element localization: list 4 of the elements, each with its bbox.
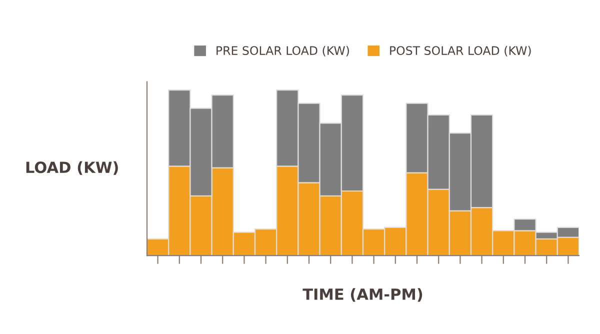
y-axis-title: LOAD (KW) [26,161,118,175]
legend-label: PRE SOLAR LOAD (KW) [216,46,349,56]
x-axis-title: TIME (AM-PM) [302,288,422,302]
legend-label: POST SOLAR LOAD (KW) [390,46,531,56]
